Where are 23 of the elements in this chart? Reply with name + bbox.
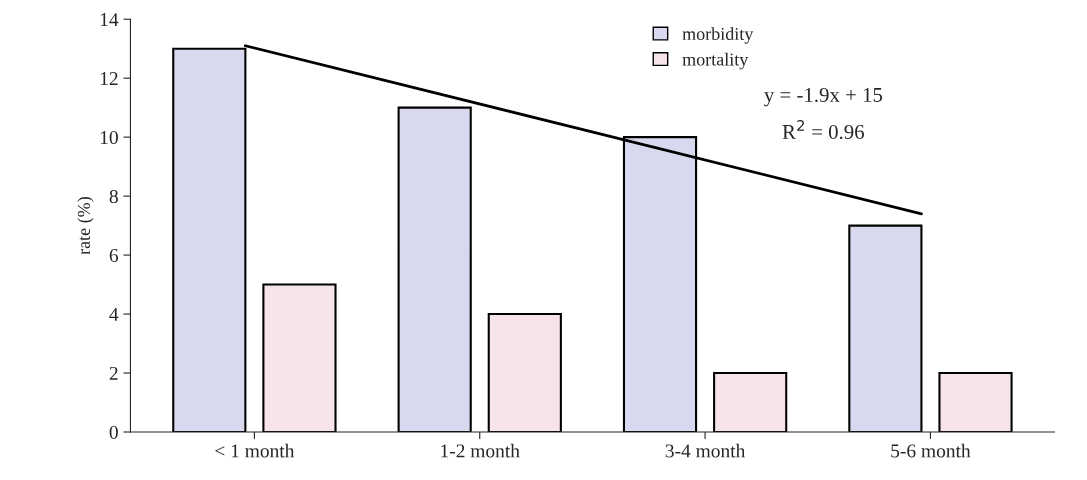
bar [262,283,337,432]
bar [713,371,788,432]
y-tick-label: 14 [100,13,119,26]
y-axis-title: rate (%) [77,197,94,255]
legend-label: mortality [682,52,749,70]
x-tick-label: 3-4 month [665,443,746,458]
x-tick-label: 1-2 month [441,443,520,458]
bar [938,371,1013,432]
y-tick-label: 6 [109,248,119,263]
y-tick-label: 8 [109,189,118,204]
annotation: y = -1.9x + 15 [764,87,883,107]
x-tick-label: 5-6 month [891,443,971,458]
y-tick-label: 2 [109,366,118,380]
bar [487,313,562,432]
y-tick-label: 4 [109,308,119,321]
legend-label: morbidity [682,27,754,44]
x-tick-label: < 1 month [215,443,295,458]
bar [397,106,472,432]
y-tick-label: 10 [100,130,118,145]
bar [848,224,923,432]
y-tick-label: 0 [109,425,118,439]
y-tick-label: 12 [100,72,118,85]
annotation: R$^{2}$ = 0.96 [782,119,864,140]
